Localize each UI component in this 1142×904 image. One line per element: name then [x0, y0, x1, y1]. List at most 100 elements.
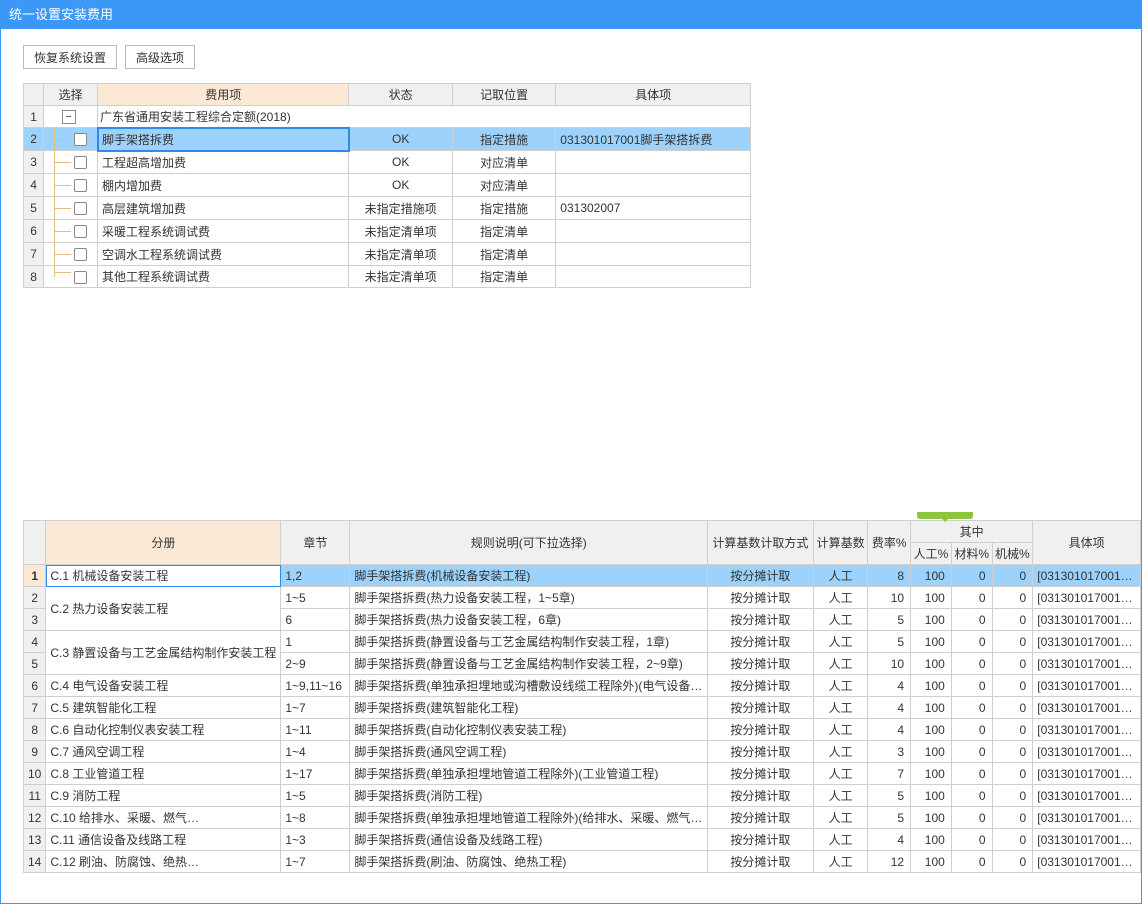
chapter-cell[interactable]: 2~9 — [281, 653, 350, 675]
material-cell[interactable]: 0 — [951, 807, 992, 829]
machine-cell[interactable]: 0 — [992, 609, 1033, 631]
detail-row[interactable]: 11C.9 消防工程1~5脚手架搭拆费(消防工程)按分摊计取人工510000[0… — [24, 785, 1141, 807]
base-cell[interactable]: 人工 — [813, 675, 868, 697]
col-calc-way[interactable]: 计算基数计取方式 — [708, 521, 814, 565]
rate-cell[interactable]: 8 — [868, 565, 911, 587]
fee-item-row[interactable]: 2脚手架搭拆费OK指定措施031301017001脚手架搭拆费 — [24, 128, 751, 151]
restore-system-button[interactable]: 恢复系统设置 — [23, 45, 117, 69]
chapter-cell[interactable]: 1 — [281, 631, 350, 653]
rate-cell[interactable]: 12 — [868, 851, 911, 873]
rule-cell[interactable]: 脚手架搭拆费(单独承担埋地管道工程除外)(工业管道工程) — [350, 763, 708, 785]
way-cell[interactable]: 按分摊计取 — [708, 631, 814, 653]
row-checkbox[interactable] — [74, 248, 87, 261]
labor-cell[interactable]: 100 — [911, 763, 952, 785]
concrete-cell[interactable]: [031301017001… — [1033, 675, 1141, 697]
base-cell[interactable]: 人工 — [813, 631, 868, 653]
concrete-cell[interactable]: [031301017001… — [1033, 565, 1141, 587]
concrete-cell[interactable]: [031301017001… — [1033, 653, 1141, 675]
row-checkbox[interactable] — [74, 225, 87, 238]
way-cell[interactable]: 按分摊计取 — [708, 829, 814, 851]
col-concrete[interactable]: 具体项 — [556, 84, 751, 106]
base-cell[interactable]: 人工 — [813, 851, 868, 873]
detail-row[interactable]: 10C.8 工业管道工程1~17脚手架搭拆费(单独承担埋地管道工程除外)(工业管… — [24, 763, 1141, 785]
rule-cell[interactable]: 脚手架搭拆费(静置设备与工艺金属结构制作安装工程，1章) — [350, 631, 708, 653]
machine-cell[interactable]: 0 — [992, 697, 1033, 719]
rate-cell[interactable]: 4 — [868, 697, 911, 719]
chapter-cell[interactable]: 1~8 — [281, 807, 350, 829]
base-cell[interactable]: 人工 — [813, 719, 868, 741]
rule-cell[interactable]: 脚手架搭拆费(通信设备及线路工程) — [350, 829, 708, 851]
rule-cell[interactable]: 脚手架搭拆费(单独承担埋地或沟槽敷设线缆工程除外)(电气设备… — [350, 675, 708, 697]
chapter-cell[interactable]: 1~17 — [281, 763, 350, 785]
detail-row[interactable]: 4C.3 静置设备与工艺金属结构制作安装工程1脚手架搭拆费(静置设备与工艺金属结… — [24, 631, 1141, 653]
material-cell[interactable]: 0 — [951, 763, 992, 785]
collapse-icon[interactable]: − — [62, 110, 76, 124]
col-state[interactable]: 状态 — [349, 84, 452, 106]
labor-cell[interactable]: 100 — [911, 851, 952, 873]
volume-cell[interactable]: C.1 机械设备安装工程 — [46, 565, 281, 587]
base-cell[interactable]: 人工 — [813, 763, 868, 785]
labor-cell[interactable]: 100 — [911, 741, 952, 763]
fee-item-row[interactable]: 6采暖工程系统调试费未指定清单项指定清单 — [24, 220, 751, 243]
way-cell[interactable]: 按分摊计取 — [708, 785, 814, 807]
chapter-cell[interactable]: 1~7 — [281, 851, 350, 873]
base-cell[interactable]: 人工 — [813, 741, 868, 763]
material-cell[interactable]: 0 — [951, 565, 992, 587]
material-cell[interactable]: 0 — [951, 609, 992, 631]
material-cell[interactable]: 0 — [951, 675, 992, 697]
col-rule[interactable]: 规则说明(可下拉选择) — [350, 521, 708, 565]
chapter-cell[interactable]: 1,2 — [281, 565, 350, 587]
detail-row[interactable]: 9C.7 通风空调工程1~4脚手架搭拆费(通风空调工程)按分摊计取人工31000… — [24, 741, 1141, 763]
row-checkbox[interactable] — [74, 156, 87, 169]
detail-grid[interactable]: 分册 章节 规则说明(可下拉选择) 计算基数计取方式 计算基数 费率% 其中 具… — [23, 520, 1141, 873]
concrete-cell[interactable]: [031301017001… — [1033, 741, 1141, 763]
rate-cell[interactable]: 5 — [868, 785, 911, 807]
chapter-cell[interactable]: 1~9,11~16 — [281, 675, 350, 697]
way-cell[interactable]: 按分摊计取 — [708, 609, 814, 631]
col-volume[interactable]: 分册 — [46, 521, 281, 565]
machine-cell[interactable]: 0 — [992, 763, 1033, 785]
detail-row[interactable]: 13C.11 通信设备及线路工程1~3脚手架搭拆费(通信设备及线路工程)按分摊计… — [24, 829, 1141, 851]
machine-cell[interactable]: 0 — [992, 807, 1033, 829]
rule-cell[interactable]: 脚手架搭拆费(单独承担埋地管道工程除外)(给排水、采暖、燃气… — [350, 807, 708, 829]
concrete-cell[interactable]: [031301017001… — [1033, 851, 1141, 873]
volume-cell[interactable]: C.5 建筑智能化工程 — [46, 697, 281, 719]
labor-cell[interactable]: 100 — [911, 587, 952, 609]
rate-cell[interactable]: 5 — [868, 609, 911, 631]
col-rate[interactable]: 费率% — [868, 521, 911, 565]
machine-cell[interactable]: 0 — [992, 829, 1033, 851]
machine-cell[interactable]: 0 — [992, 851, 1033, 873]
labor-cell[interactable]: 100 — [911, 829, 952, 851]
chapter-cell[interactable]: 1~4 — [281, 741, 350, 763]
chapter-cell[interactable]: 1~11 — [281, 719, 350, 741]
volume-cell[interactable]: C.9 消防工程 — [46, 785, 281, 807]
base-cell[interactable]: 人工 — [813, 609, 868, 631]
labor-cell[interactable]: 100 — [911, 565, 952, 587]
fee-items-grid[interactable]: 选择 费用项 状态 记取位置 具体项 1−广东省通用安装工程综合定额(2018)… — [23, 83, 751, 288]
rate-cell[interactable]: 7 — [868, 763, 911, 785]
rule-cell[interactable]: 脚手架搭拆费(建筑智能化工程) — [350, 697, 708, 719]
labor-cell[interactable]: 100 — [911, 697, 952, 719]
material-cell[interactable]: 0 — [951, 741, 992, 763]
col-labor-pct[interactable]: 人工% — [911, 543, 952, 565]
rule-cell[interactable]: 脚手架搭拆费(静置设备与工艺金属结构制作安装工程，2~9章) — [350, 653, 708, 675]
material-cell[interactable]: 0 — [951, 653, 992, 675]
row-checkbox[interactable] — [74, 179, 87, 192]
chapter-cell[interactable]: 1~3 — [281, 829, 350, 851]
base-cell[interactable]: 人工 — [813, 587, 868, 609]
splitter[interactable] — [1, 512, 1141, 520]
col-machine-pct[interactable]: 机械% — [992, 543, 1033, 565]
titlebar[interactable]: 统一设置安装费用 — [1, 1, 1141, 29]
way-cell[interactable]: 按分摊计取 — [708, 653, 814, 675]
fee-item-row[interactable]: 7空调水工程系统调试费未指定清单项指定清单 — [24, 243, 751, 266]
col-of-which[interactable]: 其中 — [911, 521, 1033, 543]
rate-cell[interactable]: 5 — [868, 631, 911, 653]
volume-cell[interactable]: C.8 工业管道工程 — [46, 763, 281, 785]
detail-row[interactable]: 6C.4 电气设备安装工程1~9,11~16脚手架搭拆费(单独承担埋地或沟槽敷设… — [24, 675, 1141, 697]
base-cell[interactable]: 人工 — [813, 785, 868, 807]
volume-cell[interactable]: C.12 刷油、防腐蚀、绝热… — [46, 851, 281, 873]
way-cell[interactable]: 按分摊计取 — [708, 741, 814, 763]
col-location[interactable]: 记取位置 — [452, 84, 555, 106]
labor-cell[interactable]: 100 — [911, 609, 952, 631]
volume-cell[interactable]: C.11 通信设备及线路工程 — [46, 829, 281, 851]
